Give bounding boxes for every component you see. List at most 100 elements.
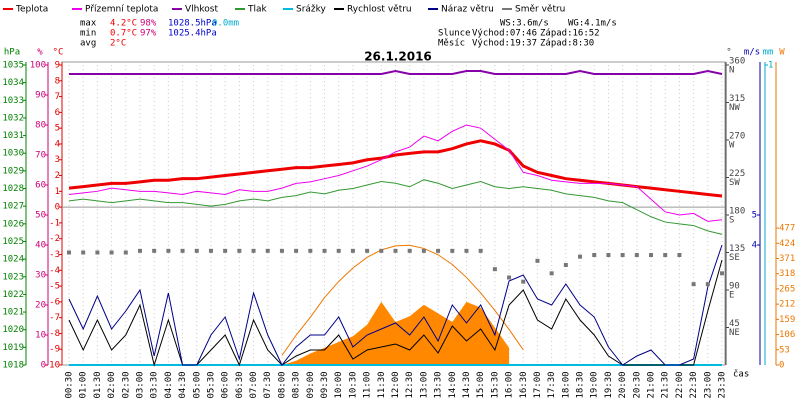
series-line <box>69 69 723 75</box>
y-tick-label: 159 <box>779 315 795 325</box>
direction-point <box>521 279 526 284</box>
astro-text: Západ:16:52 <box>540 29 600 39</box>
y-tick-label: 1035 <box>2 61 24 71</box>
radiation-area <box>281 301 510 365</box>
stat-text: max <box>80 19 97 29</box>
stat-text: 2°C <box>110 39 126 49</box>
y-tick-label: 70 <box>35 151 46 161</box>
y-tick-label: 1031 <box>2 131 24 141</box>
stat-text: 0.7°C <box>110 29 137 39</box>
direction-point <box>720 271 724 276</box>
y-tick-label: 50 <box>35 211 46 221</box>
x-tick-label: 17:30 <box>547 371 557 398</box>
direction-point <box>237 248 242 253</box>
direction-point <box>492 267 497 272</box>
x-tick-label: 03:00 <box>135 371 145 398</box>
direction-point <box>322 248 327 253</box>
y-tick-label: 1023 <box>2 272 24 282</box>
direction-point <box>620 253 625 257</box>
x-tick-label: 23:00 <box>703 371 713 398</box>
x-tick-label: 15:00 <box>476 371 486 398</box>
direction-point <box>592 253 597 257</box>
y-tick-label: 30 <box>35 271 46 281</box>
direction-point <box>308 248 313 253</box>
astro-text: Východ:07:46 <box>472 29 537 39</box>
direction-label: E <box>729 291 734 301</box>
y-tick-label: 1027 <box>2 202 24 212</box>
x-tick-label: 12:30 <box>405 371 415 398</box>
x-tick-label: 22:30 <box>689 371 699 398</box>
y-tick-label: 225 <box>729 169 745 179</box>
y-tick-label: 0 <box>779 361 784 371</box>
direction-label: SW <box>729 178 740 188</box>
x-tick-label: 09:00 <box>306 371 316 398</box>
y-tick-label: 424 <box>779 239 795 249</box>
y-tick-label: 106 <box>779 330 795 340</box>
y-tick-label: 360 <box>729 57 745 67</box>
x-axis-label: čas <box>733 369 749 380</box>
x-tick-label: 01:00 <box>79 371 89 398</box>
x-tick-label: 20:30 <box>632 371 642 398</box>
direction-point <box>365 248 370 253</box>
y-tick-label: 1033 <box>2 96 24 106</box>
x-tick-label: 04:00 <box>164 371 174 398</box>
y-tick-label: -9 <box>49 345 60 355</box>
y-tick-label: 10 <box>35 331 46 341</box>
y-tick-label: 265 <box>779 284 795 294</box>
x-tick-label: 14:00 <box>448 371 458 398</box>
x-tick-label: 05:30 <box>206 371 216 398</box>
legend-label: Teplota <box>15 5 48 15</box>
y-tick-label: 315 <box>729 94 745 104</box>
x-tick-label: 02:30 <box>121 371 131 398</box>
y-tick-label: -10 <box>44 361 60 371</box>
legend-label: Tlak <box>247 5 268 15</box>
x-tick-label: 02:00 <box>107 371 117 398</box>
y-tick-label: -2 <box>49 234 60 244</box>
x-tick-label: 19:30 <box>604 371 614 398</box>
y-tick-label: 1022 <box>2 290 24 300</box>
axis-label: hPa <box>4 48 20 58</box>
direction-point <box>152 248 157 253</box>
direction-point <box>95 250 100 255</box>
stat-text: 1028.5hPa <box>168 19 217 29</box>
stat-text: 97% <box>140 29 157 39</box>
x-tick-label: 23:30 <box>718 371 728 398</box>
y-tick-label: 40 <box>35 241 46 251</box>
direction-point <box>180 248 185 253</box>
direction-label: W <box>729 141 735 151</box>
y-tick-label: 212 <box>779 300 795 310</box>
direction-point <box>166 248 171 253</box>
y-tick-label: 371 <box>779 254 795 264</box>
y-tick-label: 2 <box>55 171 60 181</box>
y-tick-label: 9 <box>55 61 60 71</box>
y-tick-label: 318 <box>779 269 795 279</box>
x-tick-label: 11:30 <box>377 371 387 398</box>
x-tick-label: 16:30 <box>519 371 529 398</box>
x-tick-label: 12:00 <box>391 371 401 398</box>
series-line <box>68 179 723 235</box>
x-tick-label: 16:00 <box>505 371 515 398</box>
y-tick-label: -6 <box>49 297 60 307</box>
y-tick-label: 1 <box>55 187 60 197</box>
series-line <box>68 244 723 366</box>
direction-point <box>606 253 611 257</box>
y-tick-label: 4 <box>752 241 757 251</box>
astro-text: Slunce <box>438 29 471 39</box>
legend-label: Náraz větru <box>441 5 494 15</box>
direction-point <box>393 248 398 253</box>
astro-text: WG:4.1m/s <box>568 19 617 29</box>
direction-label: SE <box>729 253 740 263</box>
y-tick-label: 3 <box>55 155 60 165</box>
y-tick-label: 5 <box>55 124 60 134</box>
x-tick-label: 06:00 <box>221 371 231 398</box>
y-tick-label: -7 <box>49 313 60 323</box>
direction-point <box>649 253 654 257</box>
x-tick-label: 04:30 <box>178 371 188 398</box>
direction-point <box>350 248 355 253</box>
direction-point <box>265 248 270 253</box>
y-tick-label: -8 <box>49 329 60 339</box>
direction-point <box>279 248 284 253</box>
y-tick-label: 5 <box>752 211 757 221</box>
direction-point <box>194 248 199 253</box>
